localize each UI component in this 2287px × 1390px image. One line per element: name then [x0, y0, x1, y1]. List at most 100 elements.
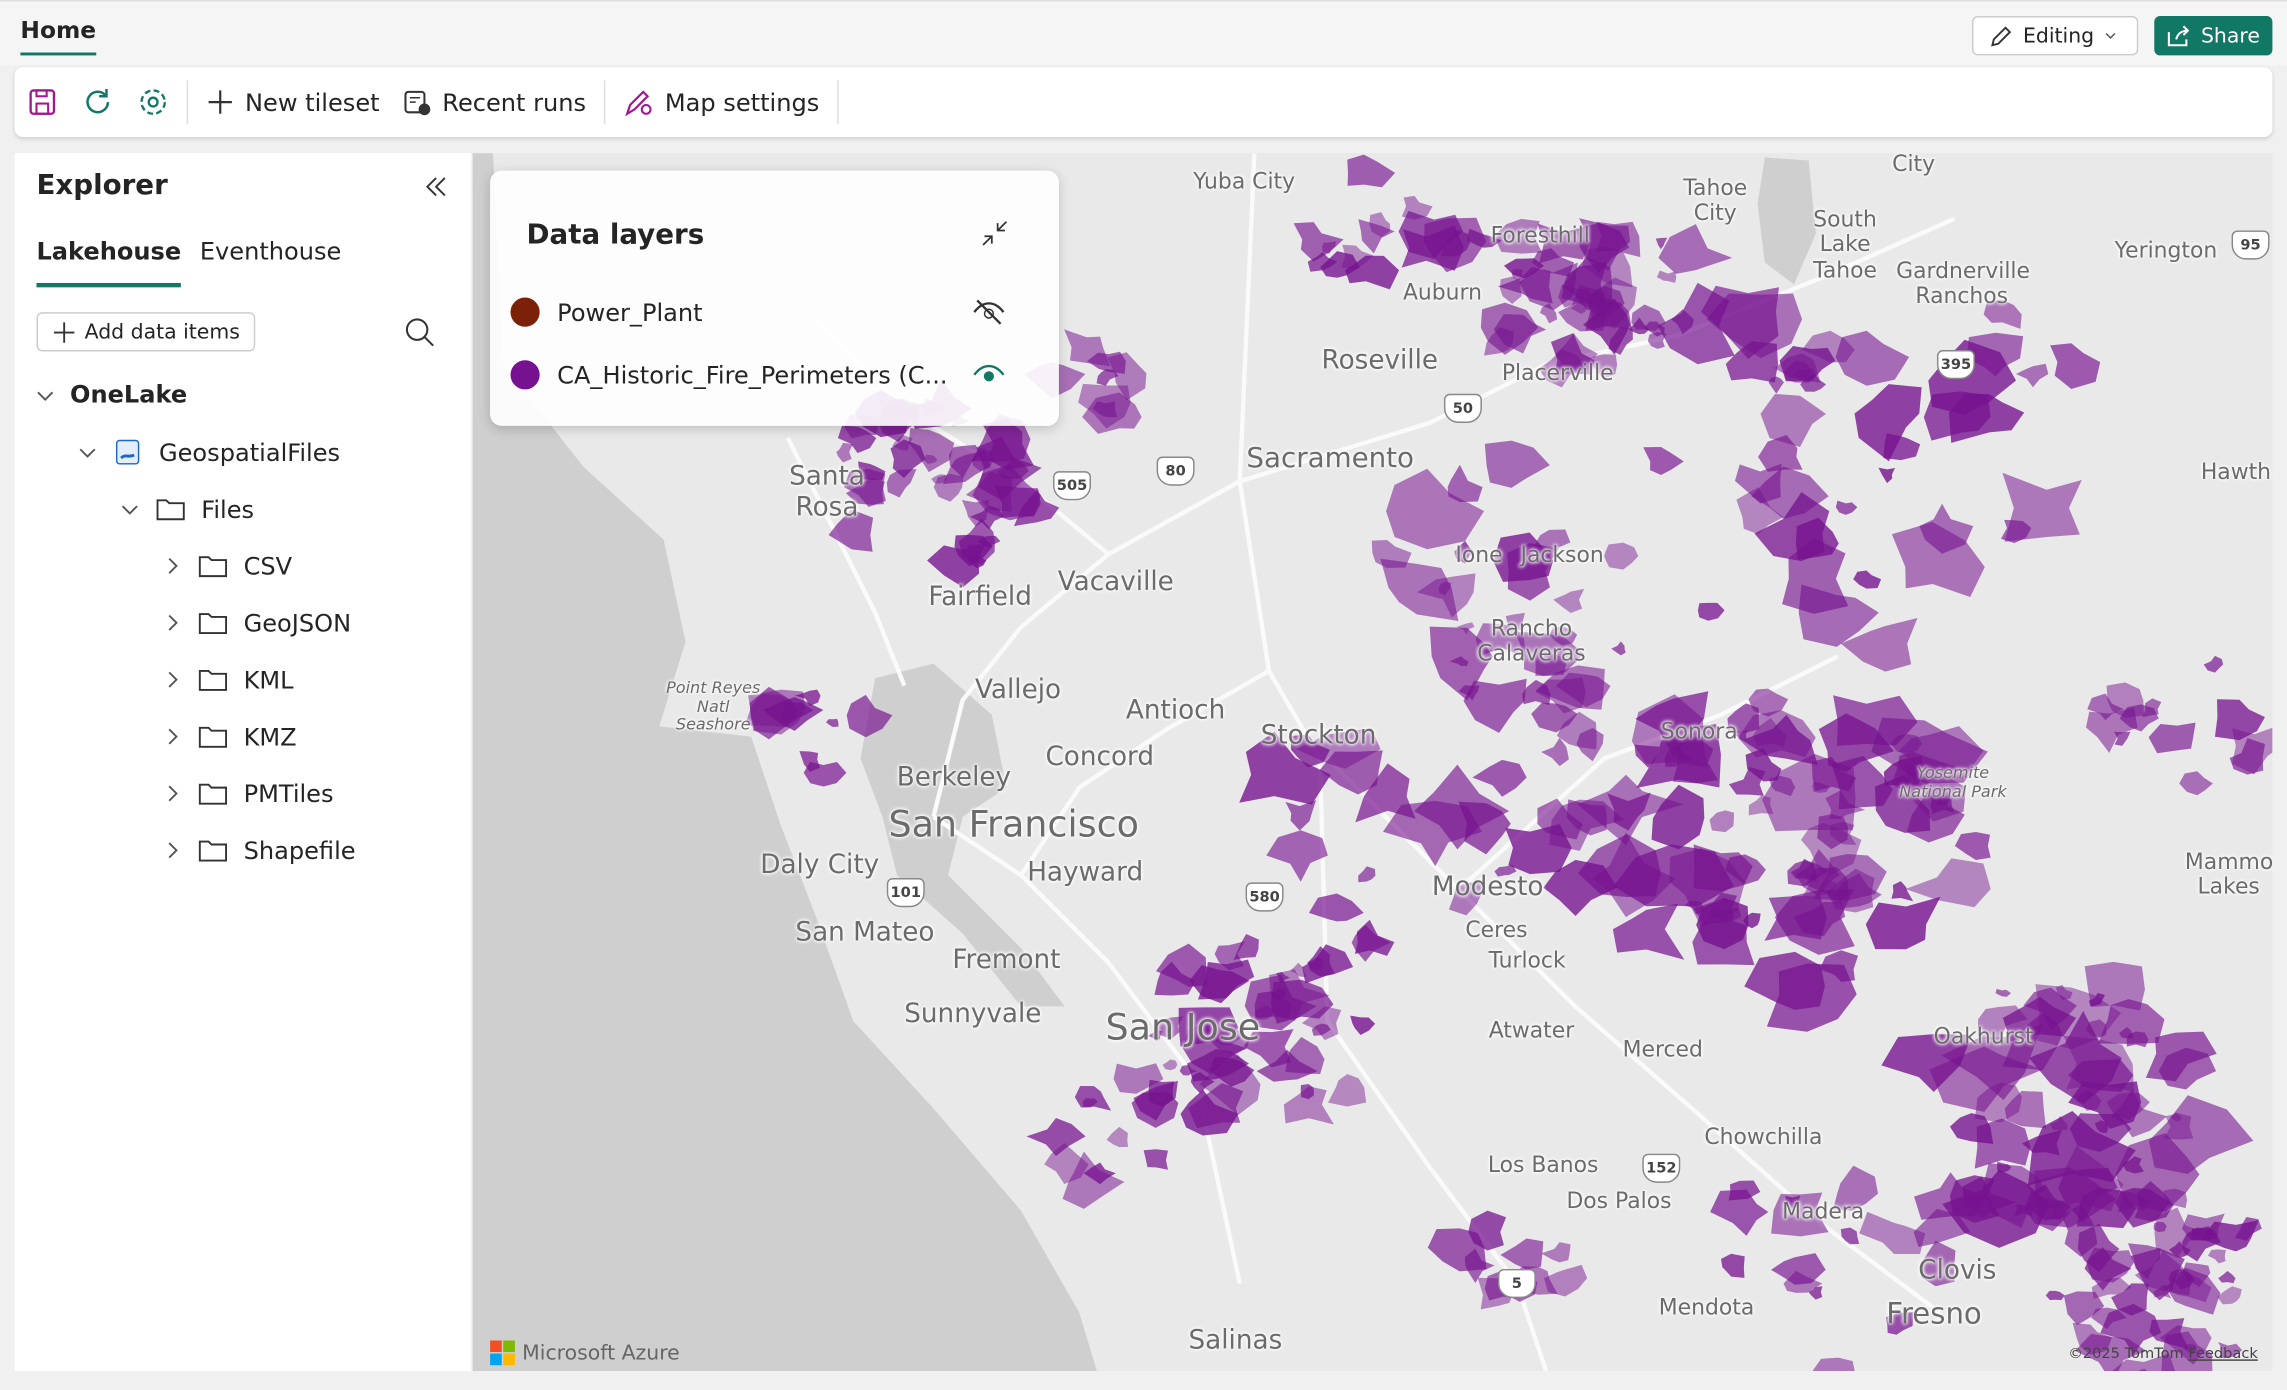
fire-perimeter [1728, 1180, 1761, 1201]
chevron-icon [168, 557, 178, 574]
highway-shield: 580 [1245, 882, 1284, 912]
fire-perimeter [749, 686, 798, 740]
place-label: South Lake Tahoe [1813, 205, 1877, 283]
place-label: San Mateo [795, 916, 935, 948]
fire-perimeter [2085, 1019, 2107, 1038]
fire-perimeter [1082, 1098, 1098, 1108]
highway-shield: 5 [1497, 1268, 1536, 1299]
new-tileset-button[interactable]: New tileset [194, 67, 391, 137]
fire-perimeter [1162, 1059, 1178, 1071]
tab-lakehouse[interactable]: Lakehouse [36, 238, 182, 288]
folder-shape [198, 726, 228, 748]
tab-eventhouse[interactable]: Eventhouse [199, 237, 342, 266]
fire-perimeter [2050, 1115, 2068, 1130]
fire-perimeter [1954, 831, 1991, 860]
fire-perimeter [1199, 1054, 1261, 1116]
fire-perimeter [2229, 738, 2265, 775]
fire-perimeter [1290, 734, 1330, 768]
save-icon [29, 89, 56, 115]
fire-perimeter [1769, 775, 1796, 797]
fire-perimeter [1143, 1149, 1169, 1170]
tree-label: GeospatialFiles [158, 438, 341, 467]
fire-perimeter [1500, 1238, 1544, 1270]
fire-perimeter [1913, 1208, 1971, 1248]
add-data-button[interactable]: Add data items [36, 312, 256, 352]
fire-perimeter [1655, 237, 1668, 250]
fire-perimeter [1543, 859, 1618, 916]
fire-perimeter [1475, 623, 1526, 658]
fire-perimeter [2182, 1262, 2211, 1287]
recent-runs-button[interactable]: Recent runs [391, 67, 597, 137]
tree-item[interactable]: Files [120, 494, 254, 523]
tree-item[interactable]: CSV [162, 551, 292, 580]
settings-button[interactable] [125, 67, 180, 137]
fire-perimeter [1771, 1192, 1829, 1237]
fire-perimeter [1818, 713, 1895, 773]
tree-item[interactable]: PMTiles [162, 779, 334, 808]
fire-perimeter [1612, 903, 1685, 960]
map-settings-button[interactable]: Map settings [611, 67, 831, 137]
fire-perimeter [2163, 1113, 2194, 1140]
map[interactable]: Yuba City Foresthill Auburn Tahoe City South… [472, 153, 2273, 1372]
fire-perimeter [1832, 1165, 1879, 1211]
fire-perimeter [794, 689, 821, 706]
home-tab[interactable]: Home [20, 16, 97, 56]
minimize-icon[interactable] [980, 219, 1009, 248]
fire-perimeter [1285, 800, 1317, 831]
ocean [472, 153, 1097, 1372]
fire-perimeter [837, 425, 877, 454]
fire-perimeter [1401, 225, 1464, 271]
tree-item[interactable]: KMZ [162, 722, 297, 751]
place-label: Madera [1782, 1198, 1865, 1225]
fire-perimeter [1737, 710, 1816, 758]
place-label: Antioch [1125, 695, 1226, 726]
fire-perimeter [744, 693, 799, 728]
folder-shape [198, 783, 228, 805]
place-label: Hawth [2200, 458, 2272, 485]
place-label: Rancho Calaveras [1477, 615, 1586, 667]
fire-perimeter [1770, 1253, 1826, 1285]
fire-perimeter [892, 435, 913, 451]
fire-perimeter [1254, 1005, 1275, 1020]
refresh-icon [86, 88, 110, 114]
place-label: Yerington [2114, 236, 2218, 264]
fire-perimeter [1774, 353, 1821, 383]
fire-perimeter [1539, 302, 1558, 324]
fire-perimeter [1829, 821, 1857, 845]
tree-item[interactable]: KML [162, 665, 294, 694]
tree-item[interactable]: Shapefile [162, 836, 356, 865]
fire-perimeter [2002, 996, 2077, 1042]
chevron [168, 557, 178, 574]
share-button[interactable]: Share [2154, 16, 2273, 56]
fire-perimeter [1180, 1089, 1239, 1136]
search-icon[interactable] [404, 317, 436, 349]
fire-perimeter [1535, 677, 1586, 714]
fire-perimeter [1885, 1312, 1914, 1335]
tree-item[interactable]: GeoJSON [162, 608, 351, 637]
collapse-icon[interactable] [423, 174, 449, 200]
attribution-text: Microsoft Azure [522, 1341, 680, 1366]
fire-perimeter [1798, 584, 1879, 647]
hidden-icon[interactable] [971, 298, 1006, 327]
tree-item[interactable]: GeospatialFiles [77, 438, 340, 467]
fire-perimeter [1369, 212, 1391, 238]
lake-icon [115, 439, 140, 465]
fire-perimeter [1656, 270, 1677, 283]
refresh-button[interactable] [70, 67, 125, 137]
visible-icon[interactable] [971, 360, 1006, 389]
place-label: Sonora [1660, 718, 1738, 745]
fire-perimeter [1062, 1151, 1125, 1209]
save-button[interactable] [15, 67, 70, 137]
tree-item[interactable]: OneLake [35, 381, 187, 408]
fire-perimeter [2016, 363, 2049, 388]
chevron [168, 614, 178, 631]
editing-button[interactable]: Editing [1971, 16, 2139, 56]
fire-perimeter [1983, 299, 2022, 329]
fire-perimeter [2045, 1290, 2065, 1301]
fire-perimeter [1906, 789, 1965, 843]
feedback-link[interactable]: Feedback [2188, 1346, 2258, 1363]
fire-perimeter [1074, 1086, 1112, 1111]
tree-label: GeoJSON [243, 608, 352, 637]
fire-perimeter [1308, 893, 1364, 922]
fire-perimeter [1345, 255, 1400, 290]
